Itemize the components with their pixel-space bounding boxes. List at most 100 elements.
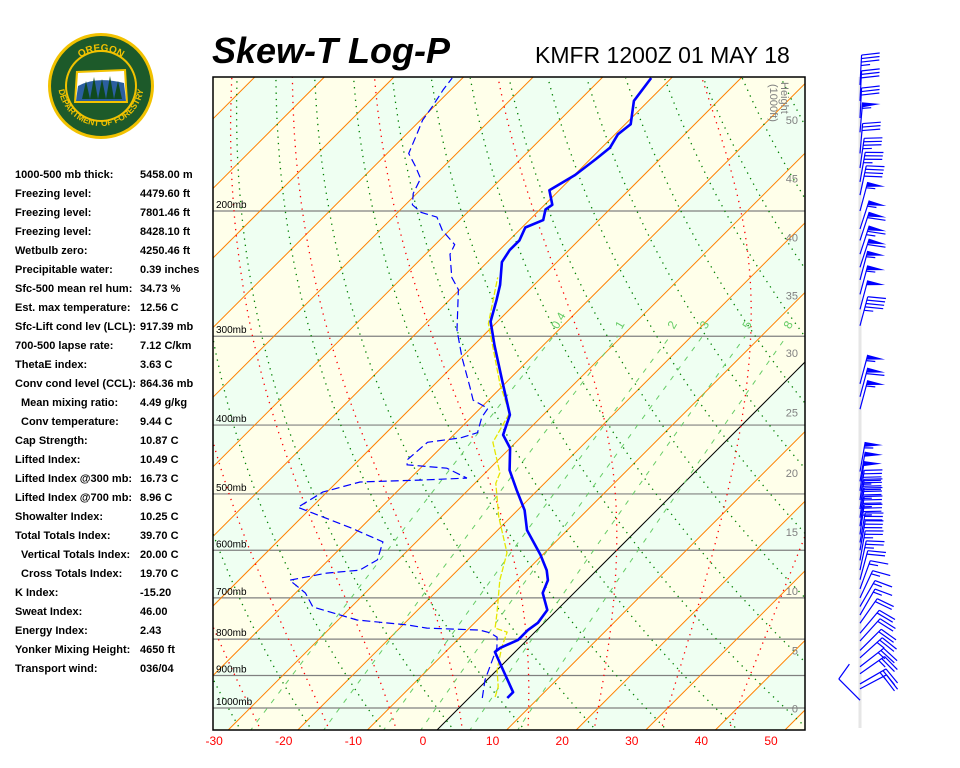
mixing-ratio-line (323, 335, 619, 730)
index-row: 700-500 lapse rate: 7.12 C/km (15, 340, 215, 359)
dry-adiabat-line (352, 77, 668, 730)
index-value: 10.25 C (140, 511, 179, 523)
index-label: Conv cond level (CCL): (15, 378, 137, 390)
svg-text:OREGON: OREGON (76, 43, 126, 60)
wind-barb (859, 570, 891, 599)
index-row: K Index: -15.20 (15, 587, 215, 606)
wind-barb (859, 68, 880, 101)
plot-frame (212, 76, 806, 731)
height-tick-label: 5 (792, 645, 798, 657)
wind-barb (859, 628, 897, 651)
mixing-ratio-label: 2 (664, 318, 680, 331)
index-value: 4250.46 ft (140, 245, 191, 257)
index-label: Sfc-500 mean rel hum: (15, 283, 133, 295)
isotherm-line (715, 639, 805, 730)
index-row: Yonker Mixing Height: 4650 ft (15, 644, 215, 663)
wind-barb (859, 495, 883, 527)
wind-barb (859, 668, 899, 686)
index-row: Showalter Index: 10.25 C (15, 511, 215, 530)
wind-barb (859, 618, 896, 642)
wind-barb (859, 85, 880, 119)
index-row: 1000-500 mb thick: 5458.00 m (15, 169, 215, 188)
index-label: Transport wind: (15, 663, 98, 675)
isotherm-line (784, 709, 805, 730)
index-value: 12.56 C (140, 302, 179, 314)
mixing-ratio-line (250, 335, 554, 730)
mixing-ratio-line (517, 335, 788, 730)
wind-barb (859, 540, 885, 571)
sounding-traces (288, 77, 653, 699)
index-label: Lifted Index @300 mb: (15, 473, 133, 485)
wind-barb (838, 663, 861, 701)
height-tick-label: 20 (786, 468, 798, 480)
temperature-tick-label: 10 (486, 734, 500, 748)
dry-adiabat-line (741, 77, 805, 200)
index-value: 3.63 C (140, 359, 173, 371)
wind-barb (859, 550, 886, 580)
temperature-tick-label: 30 (625, 734, 639, 748)
index-value: 19.70 C (140, 568, 179, 580)
wind-barb (859, 280, 886, 310)
moist-adiabat-line (373, 77, 530, 730)
index-value: 20.00 C (140, 549, 179, 561)
index-row: Conv cond level (CCL): 864.36 mb (15, 378, 215, 397)
index-value: 4650 ft (140, 644, 175, 656)
temperature-band (213, 83, 805, 730)
mixing-ratio-label: 3 (697, 318, 713, 331)
index-row: Mean mixing ratio: 4.49 g/kg (15, 397, 215, 416)
index-row: Lifted Index @300 mb: 16.73 C (15, 473, 215, 492)
mixing-ratio-line (469, 335, 746, 730)
logo-text-top: OREGON (76, 43, 126, 60)
isotherm-line (227, 152, 805, 730)
pressure-label: 400mb (216, 414, 247, 425)
isotherm-line (855, 77, 960, 730)
index-value: 7.12 C/km (140, 340, 192, 352)
wind-barb (859, 530, 884, 561)
pressure-label: 300mb (216, 325, 247, 336)
index-value: 5458.00 m (140, 169, 193, 181)
index-value: 7801.46 ft (140, 207, 191, 219)
index-row: ThetaE index: 3.63 C (15, 359, 215, 378)
height-axis-title: Height (778, 82, 790, 114)
index-value: 9.44 C (140, 416, 173, 428)
wind-barb (859, 656, 898, 675)
index-value: 864.36 mb (140, 378, 194, 390)
oregon-forestry-logo: OREGON DEPARTMENT OF FORESTRY (48, 33, 154, 139)
wind-barb (859, 580, 893, 607)
wind-barb (859, 637, 897, 659)
wind-barb (859, 609, 896, 634)
index-label: Yonker Mixing Height: (15, 644, 131, 656)
wind-barb (859, 486, 883, 518)
index-row: Total Totals Index: 39.70 C (15, 530, 215, 549)
mixing-ratio-line (383, 335, 671, 730)
wind-barb (859, 478, 883, 510)
wind-barb (859, 102, 881, 133)
index-value: 0.39 inches (140, 264, 200, 276)
wind-barb (859, 512, 884, 543)
wind-barb (859, 441, 883, 472)
index-row: Sfc-500 mean rel hum: 34.73 % (15, 283, 215, 302)
index-value: 10.87 C (140, 435, 179, 447)
index-label: Lifted Index: (15, 454, 81, 466)
index-label: ThetaE index: (15, 359, 88, 371)
index-label: Vertical Totals Index: (21, 549, 131, 561)
index-label: 1000-500 mb thick: (15, 169, 114, 181)
temperature-band (855, 77, 960, 730)
wind-barbs (838, 52, 899, 728)
index-row: Precipitable water: 0.39 inches (15, 264, 215, 283)
index-label: K Index: (15, 587, 59, 599)
height-tick-label: 10 (786, 586, 798, 598)
temperature-band (437, 362, 805, 730)
mixing-ratio-label: 1 (612, 318, 628, 331)
temperature-tick-label: 40 (695, 734, 709, 748)
dry-adiabat-line (469, 77, 805, 663)
index-value: 39.70 C (140, 530, 179, 542)
dry-adiabat-line (314, 77, 597, 730)
wind-barb (859, 181, 886, 212)
index-row: Lifted Index @700 mb: 8.96 C (15, 492, 215, 511)
pressure-label: 600mb (216, 539, 247, 550)
temperature-band (715, 640, 805, 730)
temperature-tick-label: 50 (764, 734, 778, 748)
index-row: Energy Index: 2.43 (15, 625, 215, 644)
axis-labels: 0.4 1 2 3 5 8200mb300mb400mb500mb600mb700mb80… (206, 82, 798, 748)
